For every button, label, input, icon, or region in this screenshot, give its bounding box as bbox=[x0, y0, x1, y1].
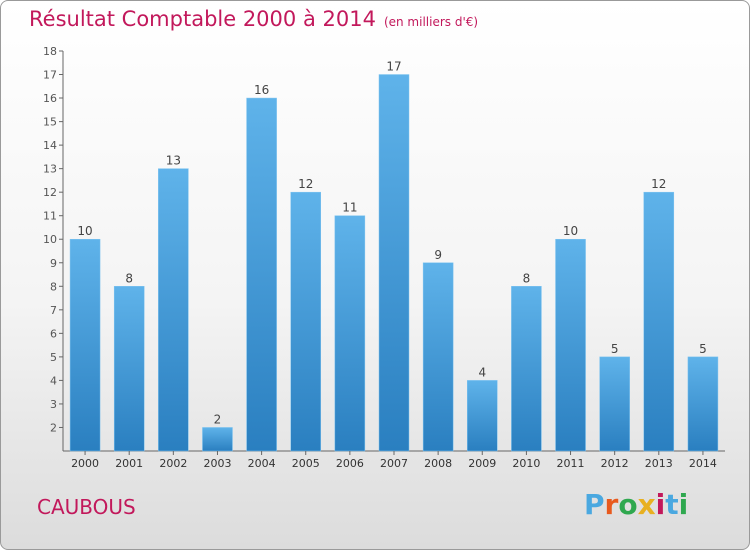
x-tick-label: 2004 bbox=[248, 457, 276, 470]
bar-value-label: 8 bbox=[125, 271, 133, 285]
bar bbox=[290, 191, 321, 452]
x-tick-label: 2005 bbox=[292, 457, 320, 470]
bar-value-label: 2 bbox=[214, 412, 222, 426]
x-tick-label: 2014 bbox=[689, 457, 717, 470]
bar-value-label: 17 bbox=[386, 60, 401, 74]
bar bbox=[334, 215, 366, 452]
y-tick-label: 18 bbox=[43, 45, 57, 58]
x-tick-label: 2001 bbox=[115, 457, 143, 470]
y-tick-label: 9 bbox=[50, 257, 57, 270]
logo-letter: r bbox=[604, 488, 619, 521]
y-tick-label: 10 bbox=[43, 233, 57, 246]
y-tick-label: 3 bbox=[50, 398, 57, 411]
bar bbox=[158, 168, 189, 452]
bar-value-label: 10 bbox=[563, 224, 578, 238]
bar bbox=[422, 262, 454, 452]
x-tick-label: 2008 bbox=[424, 457, 452, 470]
x-tick-label: 2006 bbox=[336, 457, 364, 470]
bar-value-label: 5 bbox=[699, 342, 707, 356]
bar-value-label: 5 bbox=[611, 342, 619, 356]
logo-letter: P bbox=[584, 488, 605, 521]
y-tick-label: 5 bbox=[50, 351, 57, 364]
city-name: CAUBOUS bbox=[37, 495, 136, 519]
y-tick-label: 13 bbox=[43, 163, 57, 176]
y-tick-label: 12 bbox=[43, 186, 57, 199]
x-tick-label: 2007 bbox=[380, 457, 408, 470]
x-tick-label: 2002 bbox=[159, 457, 187, 470]
x-tick-label: 2010 bbox=[512, 457, 540, 470]
bar bbox=[555, 238, 586, 452]
bar bbox=[687, 356, 719, 452]
y-tick-label: 11 bbox=[43, 210, 57, 223]
bar bbox=[511, 286, 542, 452]
bar bbox=[467, 380, 498, 452]
bar-value-label: 10 bbox=[77, 224, 92, 238]
logo-letter: i bbox=[655, 488, 666, 521]
y-tick-label: 2 bbox=[50, 421, 57, 434]
bar-value-label: 12 bbox=[298, 177, 313, 191]
bar bbox=[69, 238, 101, 452]
y-tick-label: 14 bbox=[43, 139, 57, 152]
logo-letter: o bbox=[618, 488, 638, 521]
bar-value-label: 11 bbox=[342, 201, 357, 215]
bar bbox=[378, 74, 410, 452]
bar bbox=[599, 356, 630, 452]
y-tick-label: 15 bbox=[43, 116, 57, 129]
bar-value-label: 16 bbox=[254, 83, 269, 97]
bar-value-label: 9 bbox=[434, 248, 442, 262]
y-tick-label: 6 bbox=[50, 327, 57, 340]
y-tick-label: 8 bbox=[50, 280, 57, 293]
bar bbox=[113, 286, 145, 452]
bar-value-label: 8 bbox=[523, 271, 531, 285]
y-tick-label: 7 bbox=[50, 304, 57, 317]
y-tick-label: 17 bbox=[43, 69, 57, 82]
bar bbox=[202, 427, 233, 452]
x-tick-label: 2009 bbox=[468, 457, 496, 470]
x-tick-label: 2011 bbox=[557, 457, 585, 470]
proxiti-logo[interactable]: Proxiti bbox=[584, 488, 688, 521]
logo-letter: x bbox=[637, 488, 656, 521]
unit-label: (en milliers d'€) bbox=[383, 15, 479, 29]
chart-title: Résultat Comptable 2000 à 2014 (en millie… bbox=[29, 7, 479, 31]
bar bbox=[246, 97, 277, 452]
logo-letter: i bbox=[678, 488, 689, 521]
x-tick-label: 2003 bbox=[203, 457, 231, 470]
x-tick-label: 2013 bbox=[645, 457, 673, 470]
y-tick-label: 4 bbox=[50, 374, 57, 387]
bar-value-label: 4 bbox=[478, 365, 486, 379]
logo-letter: t bbox=[665, 488, 679, 521]
y-tick-label: 16 bbox=[43, 92, 57, 105]
x-tick-label: 2000 bbox=[71, 457, 99, 470]
bar-value-label: 12 bbox=[651, 177, 666, 191]
bar-value-label: 13 bbox=[166, 154, 181, 168]
x-tick-label: 2012 bbox=[601, 457, 629, 470]
bar bbox=[643, 191, 675, 452]
